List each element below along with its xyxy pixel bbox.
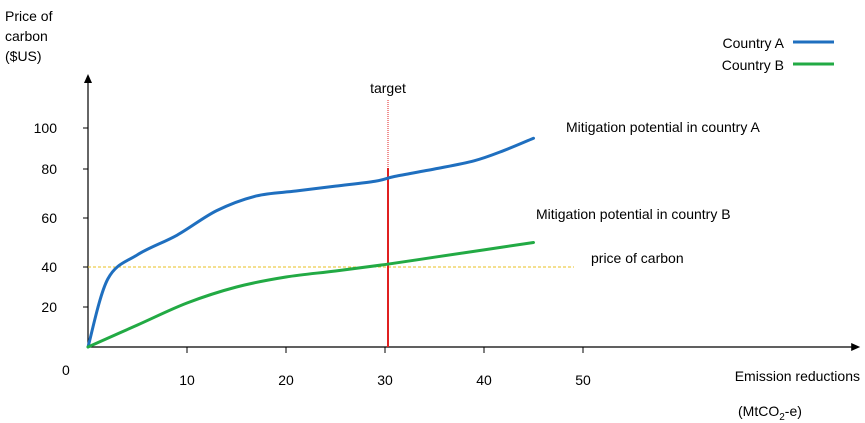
y-axis-title: ($US) — [5, 48, 42, 64]
y-tick-label: 40 — [41, 259, 57, 275]
legend-label: Country B — [722, 57, 784, 73]
x-tick-label: 40 — [476, 372, 492, 388]
x-tick-label: 30 — [377, 372, 393, 388]
tick-labels: 10 20 30 40 50 20 40 60 80 100 0 — [34, 120, 591, 388]
y-tick-label: 80 — [41, 161, 57, 177]
price-of-carbon-label: price of carbon — [591, 250, 684, 266]
y-axis-arrow — [84, 74, 92, 83]
annotation-country-a: Mitigation potential in country A — [566, 119, 760, 135]
origin-label: 0 — [62, 362, 70, 378]
series-lines — [86, 136, 535, 349]
y-tick-label: 100 — [34, 120, 58, 136]
x-axis-unit: (MtCO2-e) — [738, 403, 802, 423]
y-tick-label: 20 — [41, 299, 57, 315]
chart-labels: Price of carbon ($US) Emission reductions (M… — [5, 8, 860, 423]
series-line-country-a — [86, 136, 535, 349]
y-axis-title: carbon — [5, 28, 48, 44]
x-tick-label: 20 — [278, 372, 294, 388]
y-tick-label: 60 — [41, 210, 57, 226]
x-axis-title: Emission reductions — [735, 368, 860, 384]
x-tick-label: 50 — [575, 372, 591, 388]
reference-lines — [88, 100, 574, 347]
legend: Country A Country B — [722, 35, 834, 73]
legend-label: Country A — [723, 35, 785, 51]
x-tick-label: 10 — [179, 372, 195, 388]
x-axis-arrow — [851, 343, 861, 351]
axes — [84, 74, 861, 351]
target-label: target — [370, 80, 406, 96]
y-axis-title: Price of — [5, 8, 53, 24]
annotation-country-b: Mitigation potential in country B — [536, 206, 731, 222]
series-line-country-b — [86, 241, 535, 349]
